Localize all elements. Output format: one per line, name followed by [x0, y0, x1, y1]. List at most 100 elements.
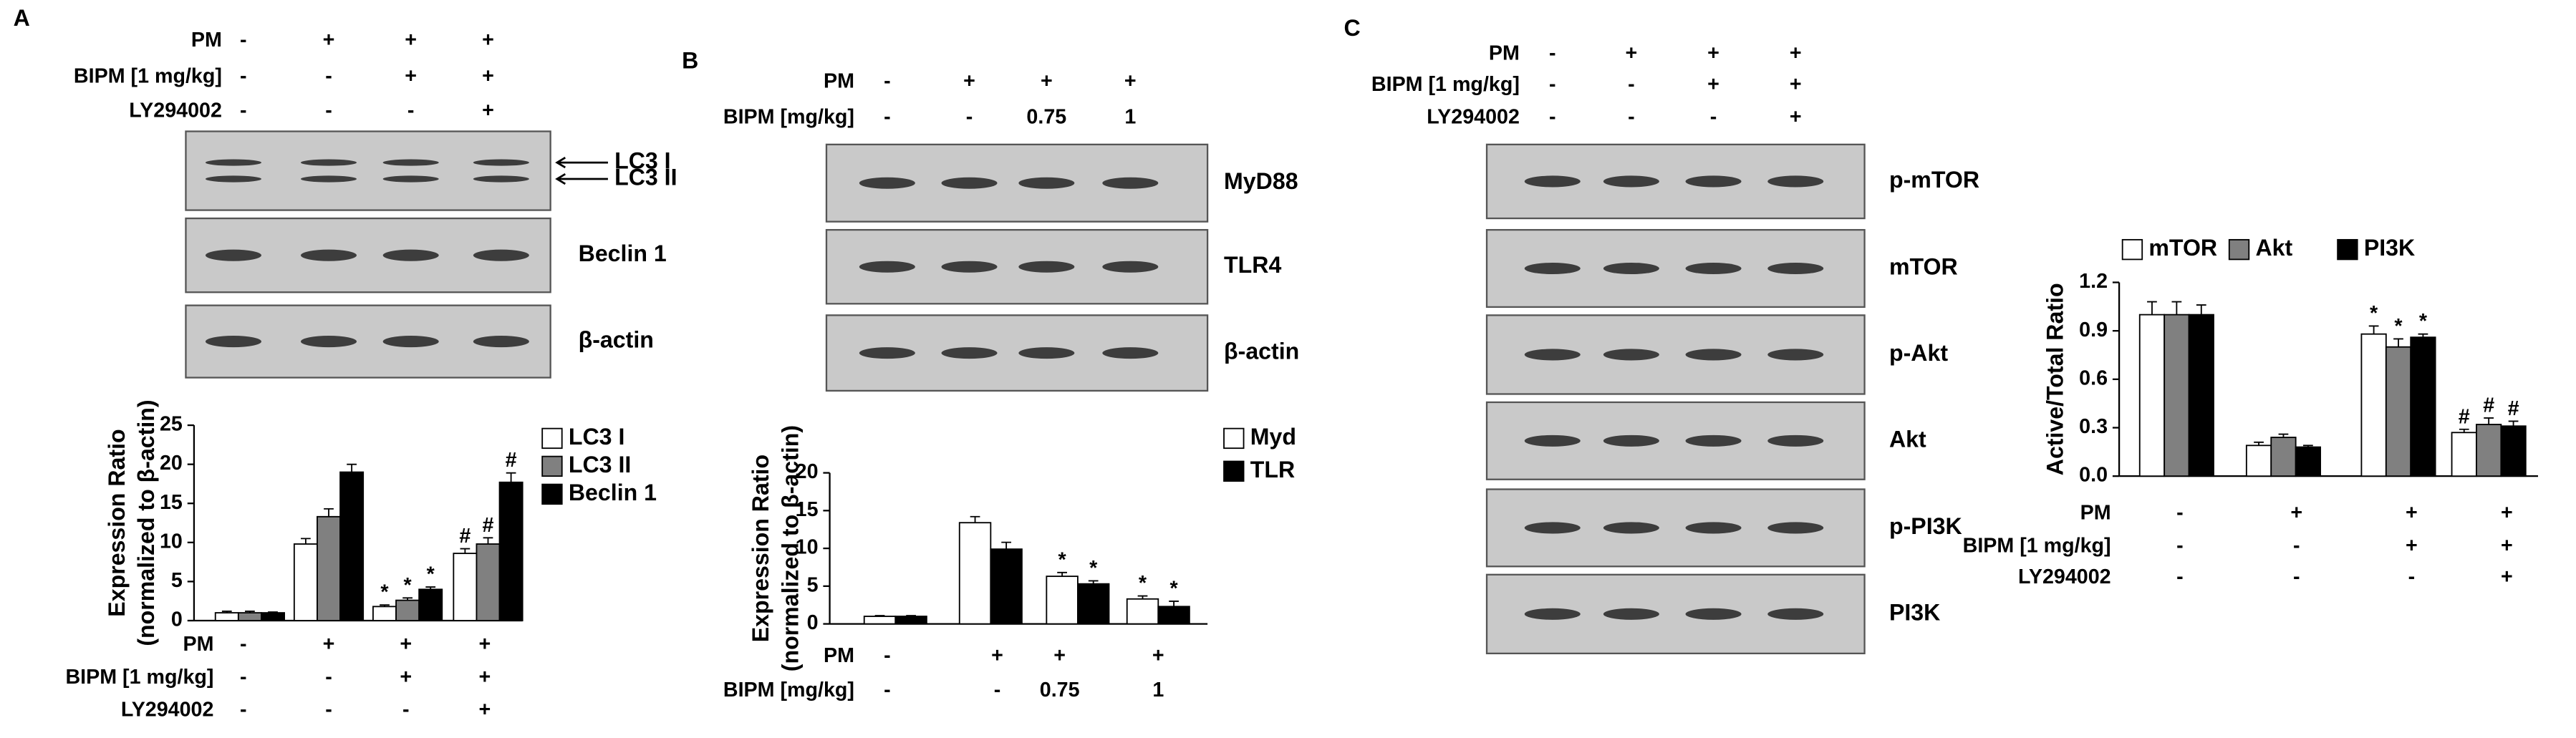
bar	[339, 471, 365, 621]
condition-sign: -	[2176, 534, 2184, 557]
bar	[2410, 336, 2436, 477]
condition-sign: -	[240, 699, 247, 722]
header-sign: -	[1549, 73, 1556, 96]
header-label: BIPM [1 mg/kg]	[74, 64, 222, 87]
legend-swatch	[2337, 238, 2358, 261]
band	[473, 175, 529, 183]
condition-sign: +	[479, 699, 491, 722]
header-sign: +	[323, 29, 335, 52]
band-arrow	[555, 157, 608, 169]
y-tick-label: 1.2	[2079, 270, 2108, 293]
legend-label: Beclin 1	[569, 480, 657, 505]
blot-label: β-actin	[1224, 339, 1299, 364]
blot-label: mTOR	[1889, 253, 1958, 279]
error-bar	[1137, 595, 1148, 599]
band	[473, 249, 529, 261]
condition-label: LY294002	[121, 699, 214, 722]
significance-mark: #	[506, 449, 517, 472]
legend-swatch	[541, 455, 563, 477]
header-sign: +	[1707, 73, 1719, 96]
band	[859, 261, 915, 273]
y-axis-label: (normalized to β-actin)	[133, 399, 159, 646]
y-axis-label: (normalized to β-actin)	[777, 425, 803, 671]
condition-sign: 1	[1152, 679, 1164, 701]
condition-sign: -	[2176, 501, 2184, 524]
band	[1767, 522, 1824, 534]
band	[1685, 434, 1742, 447]
band	[1524, 349, 1581, 361]
error-bar	[2254, 441, 2264, 446]
bar	[418, 588, 443, 621]
error-bar	[425, 586, 436, 590]
header-label: LY294002	[129, 99, 222, 122]
band	[859, 347, 915, 359]
header-sign: -	[966, 106, 973, 129]
legend-label: Myd	[1250, 424, 1296, 450]
band	[1767, 608, 1824, 620]
condition-sign: -	[884, 679, 891, 701]
bar	[453, 553, 478, 621]
error-bar	[2418, 333, 2428, 338]
header-sign: -	[240, 29, 247, 52]
header-sign: -	[240, 99, 247, 122]
blot-label: LC3 II	[614, 164, 677, 190]
legend-swatch	[2121, 238, 2143, 261]
significance-mark: *	[404, 574, 413, 597]
y-tick-label: 5	[171, 569, 183, 592]
error-bar	[221, 610, 232, 613]
condition-sign: +	[323, 633, 335, 656]
panel-letter: B	[682, 48, 698, 74]
header-sign: +	[405, 29, 417, 52]
y-tick-label: 25	[160, 413, 183, 436]
condition-sign: 0.75	[1040, 679, 1080, 701]
band	[1524, 608, 1581, 620]
y-axis-label: Active/Total Ratio	[2042, 283, 2068, 475]
legend-label: LC3 II	[569, 452, 631, 477]
condition-sign: +	[991, 644, 1003, 667]
blot-label: Akt	[1889, 426, 1926, 452]
significance-mark: *	[2419, 310, 2428, 333]
condition-sign: -	[325, 699, 332, 722]
error-bar	[1001, 541, 1012, 550]
error-bar	[2459, 428, 2469, 433]
bar	[261, 612, 285, 621]
band	[205, 159, 261, 166]
bar	[2245, 445, 2272, 477]
bar	[2295, 446, 2321, 477]
header-sign: -	[1628, 106, 1635, 129]
bar	[990, 548, 1023, 625]
y-tick-label: 0.3	[2079, 415, 2108, 438]
condition-sign: -	[240, 666, 247, 689]
condition-sign: -	[884, 644, 891, 667]
bar	[1046, 576, 1079, 625]
bar	[237, 612, 262, 621]
band	[382, 336, 439, 348]
error-bar	[1169, 601, 1179, 607]
band	[301, 336, 357, 348]
header-sign: +	[405, 64, 417, 87]
y-tick-label: 0.0	[2079, 464, 2108, 487]
band	[473, 159, 529, 166]
header-sign: +	[1124, 69, 1137, 92]
bar	[293, 543, 318, 621]
legend-label: Akt	[2255, 235, 2292, 261]
band	[1524, 175, 1581, 188]
error-bar	[301, 538, 311, 545]
bar	[2138, 314, 2166, 477]
blot-label: TLR4	[1224, 252, 1281, 278]
band	[941, 261, 998, 273]
significance-mark: *	[2370, 302, 2378, 325]
error-bar	[506, 472, 516, 482]
error-bar	[2393, 338, 2403, 347]
y-axis-label: Expression Ratio	[748, 455, 773, 642]
y-tick-label: 10	[160, 530, 183, 553]
condition-sign: +	[2501, 534, 2513, 557]
band	[1685, 175, 1742, 188]
band	[1102, 347, 1159, 359]
y-axis-label: Expression Ratio	[104, 429, 130, 616]
condition-sign: +	[479, 666, 491, 689]
band	[382, 249, 439, 261]
y-tick-label: 0.6	[2079, 366, 2108, 389]
bar	[863, 616, 897, 625]
band	[301, 175, 357, 183]
